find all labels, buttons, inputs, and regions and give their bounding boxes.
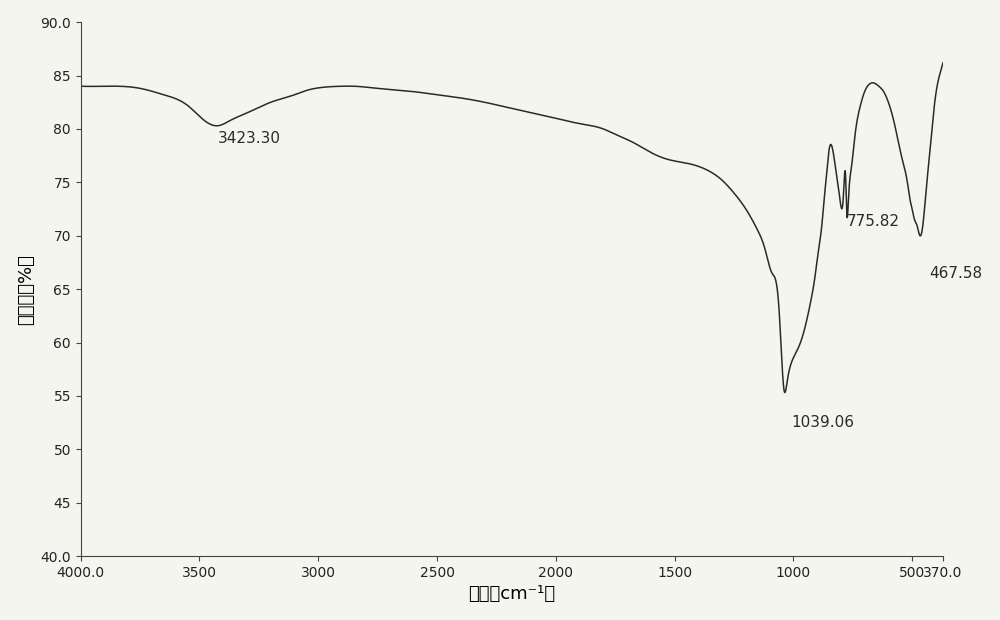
Text: 775.82: 775.82: [847, 215, 900, 229]
Text: 3423.30: 3423.30: [218, 131, 281, 146]
Text: 467.58: 467.58: [929, 265, 982, 281]
Y-axis label: 透光率（%）: 透光率（%）: [17, 254, 35, 324]
X-axis label: 波长（cm⁻¹）: 波长（cm⁻¹）: [468, 585, 555, 603]
Text: 1039.06: 1039.06: [791, 415, 854, 430]
